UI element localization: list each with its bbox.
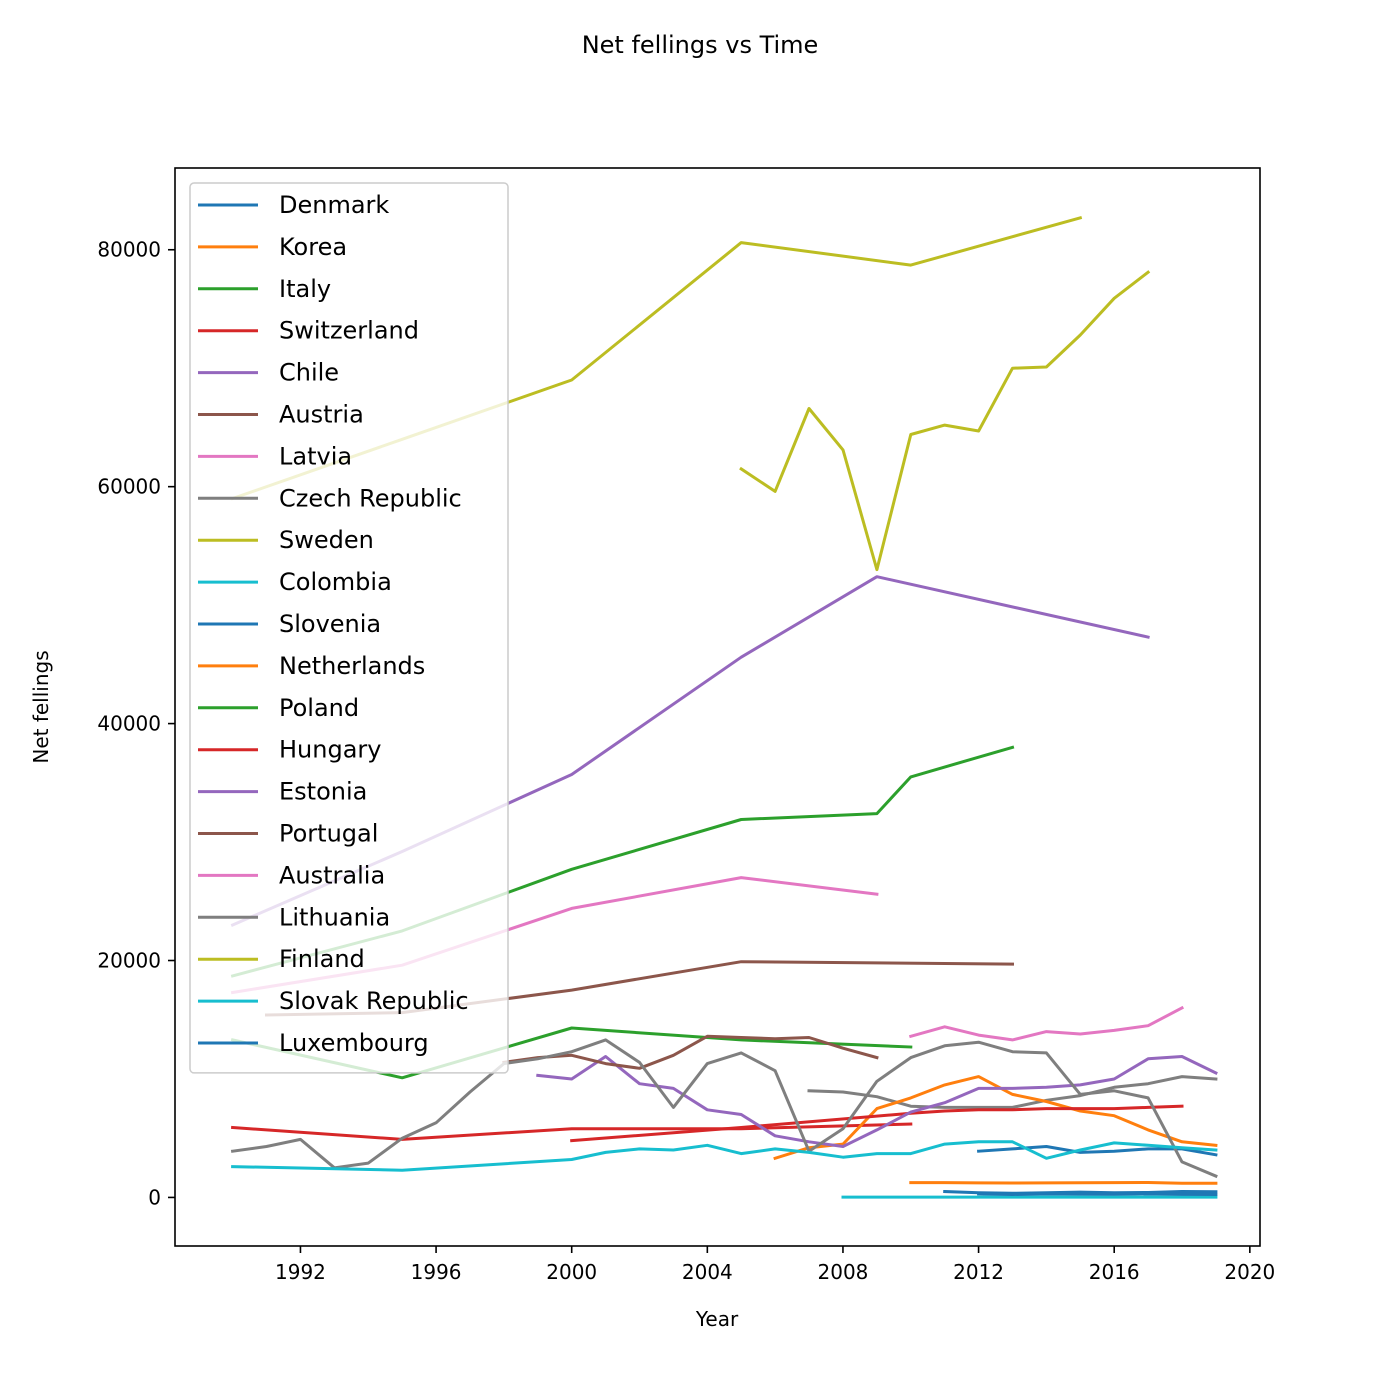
- series-line-hungary: [570, 1104, 1184, 1143]
- x-tick-label: 2012: [953, 1260, 1004, 1284]
- chart-title: Net fellings vs Time: [582, 31, 819, 59]
- y-tick-label: 80000: [97, 238, 161, 262]
- legend-label: Poland: [279, 694, 359, 722]
- plot-frame: [174, 167, 1261, 1247]
- series-line-slovak-republic: [231, 1140, 1218, 1172]
- series-line-korea: [909, 1181, 1218, 1185]
- legend-label: Slovak Republic: [279, 987, 469, 1015]
- legend-label: Netherlands: [279, 652, 425, 680]
- legend-label: Hungary: [279, 736, 381, 764]
- y-tick-label: 60000: [97, 475, 161, 499]
- series-line-netherlands: [773, 1075, 1218, 1161]
- legend-label: Latvia: [279, 442, 352, 470]
- x-tick-label: 2000: [546, 1260, 597, 1284]
- x-axis-label: Year: [695, 1307, 739, 1331]
- y-axis-label: Net fellings: [29, 650, 53, 763]
- legend-label: Luxembourg: [279, 1029, 429, 1057]
- legend-label: Finland: [279, 945, 365, 973]
- legend-label: Estonia: [279, 778, 367, 806]
- legend-label: Australia: [279, 861, 385, 889]
- x-tick-label: 1992: [275, 1260, 326, 1284]
- legend: Denmark Korea Italy Switzerland Chile Austria…: [189, 182, 509, 1074]
- y-tick-label: 0: [148, 1185, 161, 1209]
- y-tick-label: 20000: [97, 949, 161, 973]
- x-axis-ticks: 1992 1996 2000 2004 2008 2012 2016 2020: [275, 1246, 1275, 1284]
- series-line-finland: [739, 270, 1151, 572]
- y-tick-label: 40000: [97, 712, 161, 736]
- x-tick-label: 2008: [818, 1260, 869, 1284]
- series-line-estonia: [536, 1055, 1218, 1148]
- series-line-lithuania: [230, 1038, 1218, 1179]
- series-line-luxembourg: [977, 1192, 1218, 1197]
- legend-label: Denmark: [279, 191, 389, 219]
- legend-label: Switzerland: [279, 317, 419, 345]
- legend-label: Czech Republic: [279, 484, 462, 512]
- x-tick-label: 1996: [411, 1260, 462, 1284]
- series-line-portugal: [502, 1034, 879, 1070]
- legend-box: [189, 182, 509, 1074]
- series-line-latvia: [908, 1005, 1185, 1042]
- legend-label: Austria: [279, 401, 364, 429]
- series-line-czech-republic: [807, 1075, 1218, 1109]
- legend-label: Colombia: [279, 568, 392, 596]
- legend-label: Slovenia: [279, 610, 381, 638]
- legend-label: Sweden: [279, 526, 374, 554]
- legend-label: Italy: [279, 275, 331, 303]
- legend-label: Chile: [279, 359, 339, 387]
- legend-label: Korea: [279, 233, 347, 261]
- series-line-switzerland: [230, 1122, 913, 1141]
- legend-label: Lithuania: [279, 903, 390, 931]
- x-tick-label: 2004: [682, 1260, 733, 1284]
- legend-label: Portugal: [279, 820, 378, 848]
- x-tick-label: 2020: [1224, 1260, 1275, 1284]
- x-tick-label: 2016: [1089, 1260, 1140, 1284]
- y-axis-ticks: 0 20000 40000 60000 80000: [97, 238, 175, 1209]
